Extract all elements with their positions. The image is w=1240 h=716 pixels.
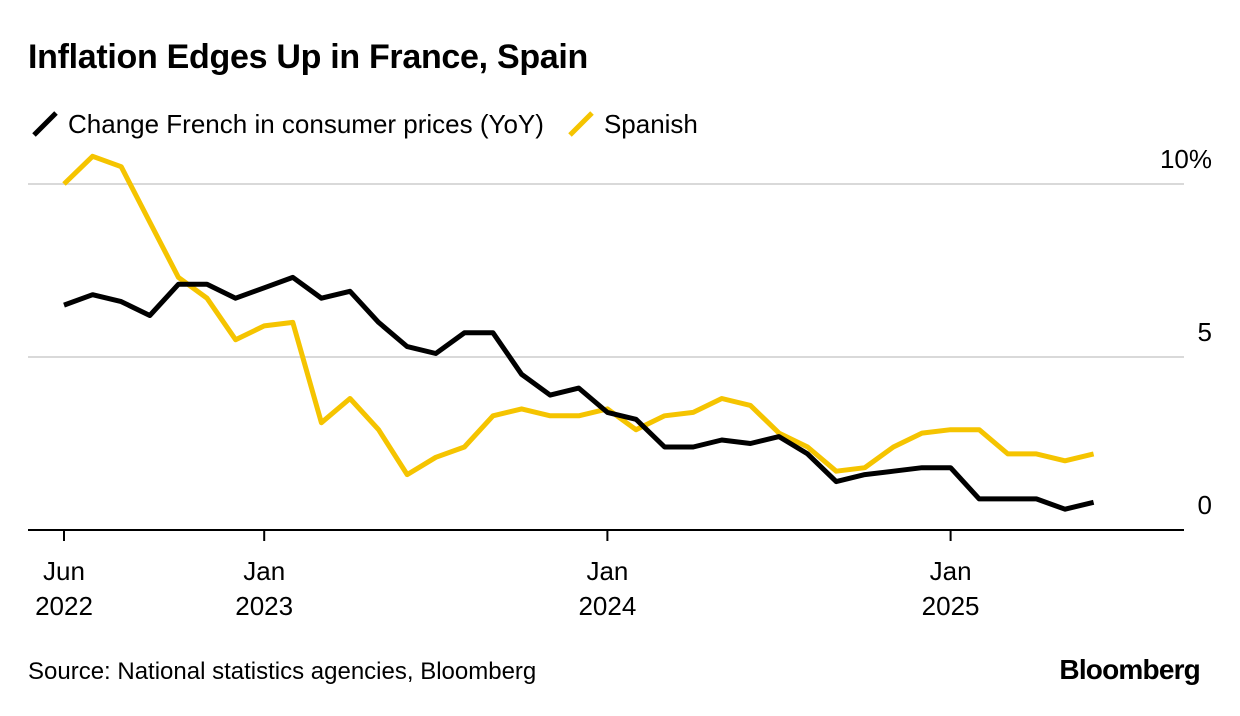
- series-line-spanish: [62, 153, 1095, 478]
- x-tick-label-month-2: Jan: [586, 556, 628, 586]
- series-lines: [62, 153, 1095, 512]
- legend-label-spanish: Spanish: [603, 108, 698, 139]
- x-tick-label-month-1: Jan: [243, 556, 285, 586]
- x-tick-label-year-3: 2025: [922, 591, 980, 621]
- legend-swatch-french: [32, 111, 58, 137]
- series-line-french: [63, 274, 1095, 512]
- y-tick-label-2: 0: [1198, 490, 1212, 520]
- y-axis-ticks: 10% 5 0: [1160, 144, 1212, 520]
- legend-swatch-spanish: [568, 111, 594, 137]
- legend-item-french: Change French in consumer prices (YoY): [30, 109, 544, 140]
- source-note: Source: National statistics agencies, Bl…: [28, 658, 537, 685]
- y-tick-label-1: 5: [1198, 317, 1212, 347]
- legend-line-spanish: [568, 111, 594, 137]
- x-axis-ticks: Jun 2022 Jan 2023 Jan 2024 Jan 2025: [35, 530, 980, 621]
- legend-label-french: Change French in consumer prices (YoY): [68, 108, 544, 139]
- chart-title: Inflation Edges Up in France, Spain: [28, 38, 589, 76]
- legend-item-spanish: Spanish: [566, 109, 698, 140]
- legend-line-french: [32, 111, 58, 137]
- gridlines: [28, 183, 1184, 531]
- x-tick-label-year-2: 2024: [578, 591, 636, 621]
- x-tick-label-month-3: Jan: [930, 556, 972, 586]
- x-tick-label-year-0: 2022: [35, 591, 93, 621]
- x-tick-label-month-0: Jun: [43, 556, 85, 586]
- brand-logo: Bloomberg: [1059, 654, 1200, 685]
- chart-legend: Change French in consumer prices (YoY) S…: [30, 104, 720, 144]
- x-tick-label-year-1: 2023: [235, 591, 293, 621]
- y-tick-label-0: 10%: [1160, 144, 1212, 174]
